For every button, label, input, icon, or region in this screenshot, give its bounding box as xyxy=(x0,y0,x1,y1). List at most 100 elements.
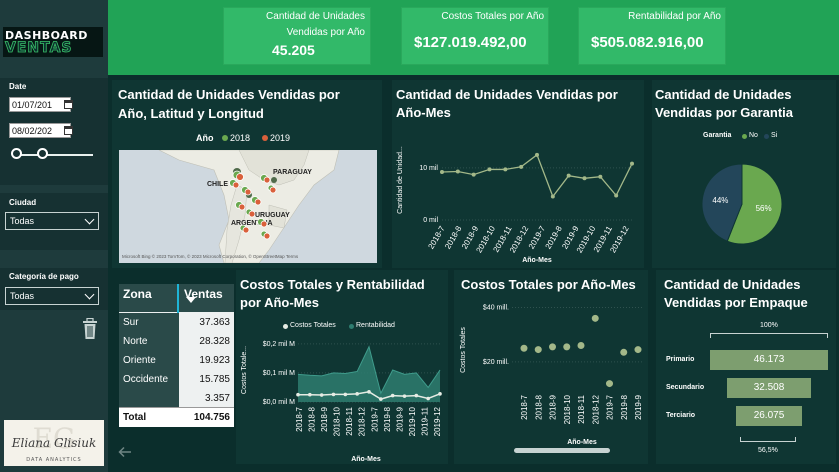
payment-dropdown[interactable]: Todas xyxy=(5,287,99,305)
data-point xyxy=(535,152,539,157)
cost-point xyxy=(296,392,300,397)
map-legend-2018: 2018 xyxy=(230,133,251,143)
city-label: Ciudad xyxy=(9,198,37,207)
city-dropdown[interactable]: Todas xyxy=(5,212,99,230)
packaging-category-label: Secundario xyxy=(666,384,705,391)
y-tick-label: $0,2 mil M xyxy=(263,341,295,348)
packaging-category-label: Primario xyxy=(666,356,695,363)
logo-line1: DASHBOARD xyxy=(5,29,88,42)
map-visual[interactable]: CHILE PARAGUAY URUGUAY ARGENTINA Microso… xyxy=(119,150,377,263)
cost-point xyxy=(331,392,336,397)
packaging-bar[interactable] xyxy=(735,406,803,426)
scatter-point xyxy=(549,343,556,351)
data-point xyxy=(582,176,587,181)
chevron-down-icon xyxy=(84,214,95,225)
guarantee-pie-chart[interactable]: 56% 44% xyxy=(652,140,836,268)
chevron-down-icon xyxy=(84,289,95,300)
x-tick-label: 2019-9 xyxy=(395,406,404,431)
y-axis-title: Costos Totales xyxy=(460,327,467,373)
map-legend-title: Año xyxy=(196,133,214,143)
packaging-category-label: Terciario xyxy=(666,412,696,419)
logo xyxy=(3,27,103,57)
kpi-costs-value: $127.019.492,00 xyxy=(414,34,527,51)
horizontal-scrollbar[interactable] xyxy=(514,448,610,453)
cost-point xyxy=(402,394,407,398)
calendar-icon[interactable] xyxy=(64,126,73,135)
date-slider-track[interactable] xyxy=(17,154,93,156)
cost-point xyxy=(379,397,383,401)
pie-legend-si: Si xyxy=(771,132,778,139)
packaging-title: Cantidad de Unidades Vendidas por Empaqu… xyxy=(664,277,808,310)
packaging-bar-value: 46.173 xyxy=(753,354,785,365)
pie-legend-no: No xyxy=(749,132,758,139)
data-point xyxy=(503,167,508,172)
cost-rent-title: Costos Totales y Rentabilidad por Año-Me… xyxy=(240,277,425,310)
x-tick-label: 2018-10 xyxy=(563,394,572,424)
pie-slice-label: 44% xyxy=(712,196,728,205)
data-point xyxy=(630,161,634,166)
kpi-units-title-2: Vendidas por Año xyxy=(286,27,365,38)
city-dropdown-value: Todas xyxy=(10,216,35,226)
packaging-bars[interactable]: 46.173 Primario 32.508 Secundario 26.075 Terc… xyxy=(656,345,836,435)
ventas-cell: 3.357 xyxy=(204,393,230,404)
guarantee-pie-title: Cantidad de Unidades Vendidas por Garant… xyxy=(655,87,793,120)
data-point xyxy=(487,167,492,172)
kpi-units-title-1: Cantidad de Unidades xyxy=(266,11,365,22)
x-axis-title: Año-Mes xyxy=(522,257,552,264)
date-to-input[interactable]: 08/02/202 xyxy=(9,123,71,138)
map-label-uruguay: URUGUAY xyxy=(255,212,290,219)
cost-rent-area-chart[interactable]: $0,0 mil M $0,1 mil M $0,2 mil M 2018-7 2018… xyxy=(236,330,448,464)
zona-cell: Oriente xyxy=(123,355,156,366)
map-panel-title-1: Cantidad de Unidades Vendidas por xyxy=(118,87,340,102)
data-point xyxy=(440,170,444,175)
x-tick-label: 2018-11 xyxy=(345,406,354,435)
packaging-bar[interactable] xyxy=(727,378,811,398)
x-tick-label: 2019-7 xyxy=(606,394,615,419)
pie-slice-label: 56% xyxy=(756,204,772,213)
ventas-cell: 19.923 xyxy=(199,355,230,366)
trash-icon[interactable] xyxy=(82,318,98,340)
map-bubbles xyxy=(229,170,277,240)
ventas-overlay-row: 19.923 xyxy=(119,351,234,370)
cost-point xyxy=(426,396,430,401)
cost-scatter-panel xyxy=(454,270,648,464)
x-tick-label: 2018-11 xyxy=(577,394,586,423)
cost-rent-panel xyxy=(236,270,448,464)
cost-scatter-chart[interactable]: $20 mill. $40 mill. 2018-7 2018-8 2018-9 2018… xyxy=(454,294,648,464)
date-slider-handle-end[interactable] xyxy=(37,148,48,159)
back-arrow-icon[interactable] xyxy=(118,446,132,458)
sort-desc-icon[interactable] xyxy=(186,297,196,303)
scatter-point xyxy=(606,380,613,388)
zona-cell: Sur xyxy=(123,317,139,328)
zone-header[interactable]: Zona xyxy=(123,287,152,301)
x-tick-label: 2018-9 xyxy=(320,406,329,431)
data-point xyxy=(455,169,460,174)
ventas-column-bg xyxy=(179,313,234,408)
date-from-input[interactable]: 01/07/201 xyxy=(9,97,71,112)
data-point xyxy=(598,174,603,179)
calendar-icon[interactable] xyxy=(64,100,73,109)
scatter-point xyxy=(534,346,542,354)
y-tick-label: $0,0 mil M xyxy=(263,399,295,406)
ventas-overlay-row: 28.328 xyxy=(119,332,234,351)
scatter-point xyxy=(591,314,599,322)
kpi-card-profit xyxy=(579,8,725,64)
pie-legend-dot-no xyxy=(742,134,747,139)
table-total-row: Total 104.756 xyxy=(119,407,234,427)
map-label-argentina: ARGENTINA xyxy=(231,220,273,227)
kpi-profit-value: $505.082.916,00 xyxy=(591,34,704,51)
zone-table[interactable]: Zona Ventas Sur 37.363 Norte 28.328 Orie… xyxy=(119,284,234,427)
x-tick-label: 2019-11 xyxy=(420,406,429,435)
x-axis-title: Año-Mes xyxy=(351,456,381,463)
packaging-bar[interactable] xyxy=(710,350,828,370)
y-tick-label: 0 mil xyxy=(423,217,438,224)
x-tick-label: 2019-7 xyxy=(370,406,379,431)
date-slider-handle-start[interactable] xyxy=(11,148,22,159)
packaging-funnel-bottom-bracket xyxy=(740,437,796,442)
packaging-bar-value: 26.075 xyxy=(753,410,785,421)
x-tick-label: 2018-7 xyxy=(295,406,304,431)
y-tick-label: $40 mill. xyxy=(483,304,509,311)
x-tick-label: 2018-8 xyxy=(308,406,317,431)
x-axis-title: Año-Mes xyxy=(567,439,597,446)
